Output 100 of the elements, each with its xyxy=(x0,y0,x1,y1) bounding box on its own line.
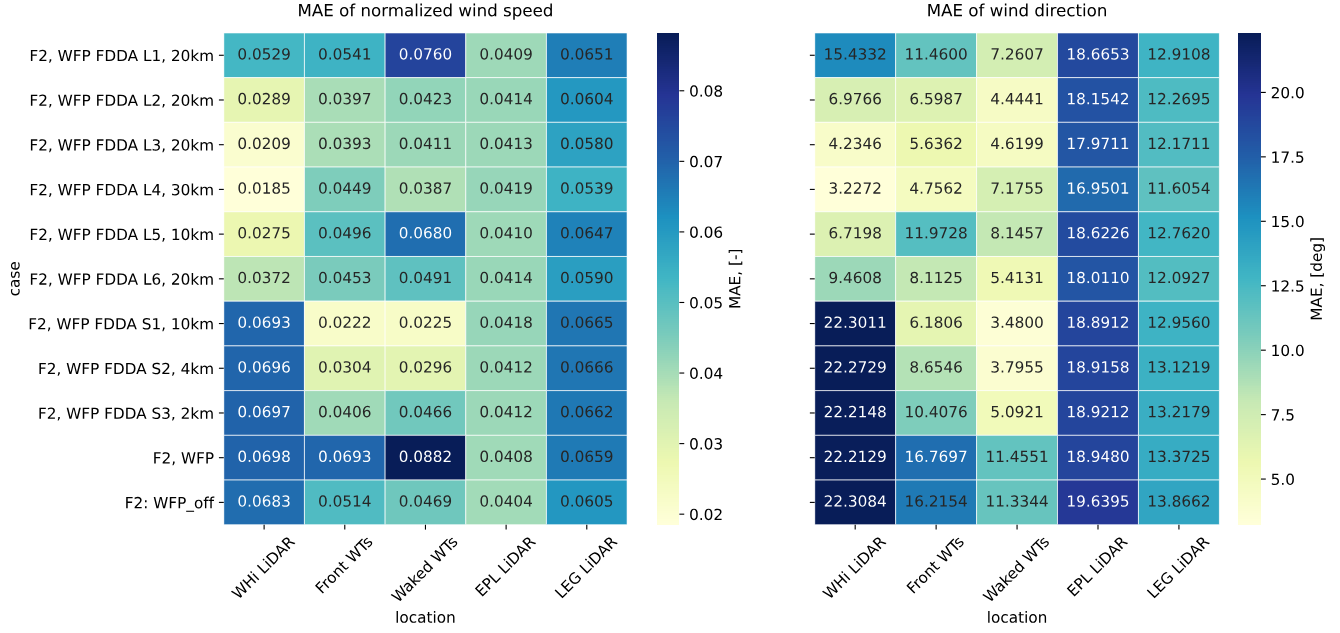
data-label: 12.1711 xyxy=(1149,137,1210,149)
data-label: 18.0110 xyxy=(1068,271,1129,284)
data-label: 9.4608 xyxy=(829,271,881,284)
data-label: 0.0397 xyxy=(319,92,371,105)
data-label: 0.0222 xyxy=(319,316,370,328)
data-label: 22.2729 xyxy=(824,361,886,373)
color-bar-label: 5.0 xyxy=(1271,473,1294,486)
color-bar-label: 20.0 xyxy=(1271,86,1304,99)
y-tick-label: F2, WFP FDDA S2, 4km xyxy=(39,362,213,376)
data-label: 0.0496 xyxy=(319,227,371,239)
data-label: 18.9212 xyxy=(1068,405,1129,418)
data-label: 0.0409 xyxy=(480,48,532,60)
data-label: 18.9480 xyxy=(1068,450,1129,463)
data-label: 6.5987 xyxy=(910,92,962,105)
data-label: 0.0410 xyxy=(480,227,532,239)
data-label: 19.6395 xyxy=(1068,495,1129,507)
data-label: 12.7620 xyxy=(1149,227,1210,239)
y-tick-label: F2, WFP FDDA S1, 10km xyxy=(29,317,213,332)
data-label: 11.3344 xyxy=(987,495,1048,507)
data-label: 8.1457 xyxy=(991,227,1043,239)
data-label: 0.0760 xyxy=(399,48,452,60)
data-label: 3.4800 xyxy=(991,316,1043,328)
data-label: 18.9158 xyxy=(1068,361,1129,373)
data-label: 0.0406 xyxy=(319,405,371,418)
data-label: 0.0680 xyxy=(399,227,452,239)
data-label: 12.0927 xyxy=(1149,271,1210,284)
chart-title: MAE of wind direction xyxy=(928,3,1106,17)
data-label: 18.8912 xyxy=(1068,316,1129,328)
data-label: 18.1542 xyxy=(1068,92,1129,105)
y-tick-label: F2, WFP FDDA L2, 20km xyxy=(30,94,213,108)
y-tick-label: F2, WFP FDDA L1, 20km xyxy=(30,49,213,63)
color-bar-label: 0.06 xyxy=(690,226,723,238)
data-label: 0.0665 xyxy=(561,316,613,328)
data-label: 0.0514 xyxy=(319,495,371,507)
color-bar-label: 0.05 xyxy=(690,296,722,309)
data-label: 22.2129 xyxy=(824,450,886,463)
data-label: 16.9501 xyxy=(1068,182,1129,194)
data-label: 0.0414 xyxy=(480,92,532,105)
data-label: 0.0453 xyxy=(319,271,371,284)
data-label: 4.4441 xyxy=(991,93,1043,105)
data-label: 0.0418 xyxy=(480,316,532,328)
data-label: 4.6199 xyxy=(991,137,1043,150)
data-label: 0.0289 xyxy=(238,92,290,105)
y-tick-label: F2, WFP xyxy=(154,452,214,466)
data-label: 6.7198 xyxy=(829,227,881,239)
data-label: 0.0647 xyxy=(561,227,613,239)
data-label: 11.4551 xyxy=(987,450,1048,463)
data-label: 0.0491 xyxy=(399,271,451,284)
data-label: 11.4600 xyxy=(906,48,967,60)
data-label: 0.0419 xyxy=(480,182,532,194)
y-tick-label: F2, WFP FDDA L3, 20km xyxy=(30,138,213,153)
data-label: 0.0414 xyxy=(480,271,532,284)
data-label: 7.2607 xyxy=(991,48,1043,60)
data-label: 8.1125 xyxy=(910,271,962,284)
x-axis-title: location xyxy=(396,611,455,623)
data-label: 0.0697 xyxy=(238,405,290,418)
data-label: 0.0698 xyxy=(238,450,290,463)
data-label: 6.9766 xyxy=(829,92,881,105)
data-label: 0.0696 xyxy=(238,361,290,373)
data-label: 17.9711 xyxy=(1068,137,1129,150)
data-label: 0.0304 xyxy=(319,361,371,373)
color-bar-label: 17.5 xyxy=(1272,151,1304,163)
data-label: 15.4332 xyxy=(825,48,886,60)
y-tick-label: F2: WFP_off xyxy=(126,496,215,512)
data-label: 0.0408 xyxy=(480,450,532,463)
data-label: 0.0423 xyxy=(399,92,451,105)
data-label: 5.0921 xyxy=(991,405,1043,418)
color-bar-label: 0.02 xyxy=(690,508,722,521)
data-label: 12.2695 xyxy=(1149,92,1210,105)
y-tick-label: F2, WFP FDDA L6, 20km xyxy=(30,273,213,287)
y-tick-label: F2, WFP FDDA L5, 10km xyxy=(30,228,213,242)
data-label: 12.9108 xyxy=(1149,48,1210,60)
data-label: 16.2154 xyxy=(906,495,967,507)
data-label: 0.0449 xyxy=(319,182,371,194)
data-label: 6.1806 xyxy=(910,316,962,328)
data-label: 11.6054 xyxy=(1149,182,1210,194)
data-label: 0.0225 xyxy=(399,316,451,328)
data-label: 0.0529 xyxy=(238,48,290,60)
data-label: 12.9560 xyxy=(1149,316,1210,328)
data-label: 0.0666 xyxy=(561,361,613,373)
data-label: 4.7562 xyxy=(910,182,962,194)
data-label: 0.0604 xyxy=(561,92,613,105)
data-label: 5.4131 xyxy=(991,271,1043,284)
color-bar-label: 7.5 xyxy=(1271,409,1294,421)
data-label: 22.2148 xyxy=(824,405,886,418)
data-label: 0.0393 xyxy=(319,137,371,150)
data-label: 0.0469 xyxy=(399,495,452,507)
data-label: 0.0541 xyxy=(319,48,371,60)
data-label: 0.0590 xyxy=(561,271,613,284)
color-bar-label: 0.03 xyxy=(690,438,722,450)
data-label: 0.0412 xyxy=(480,361,532,373)
y-axis-title: case xyxy=(10,262,20,296)
data-label: 0.0275 xyxy=(238,227,290,239)
color-bar-label: 0.04 xyxy=(690,367,723,380)
data-label: 0.0651 xyxy=(561,48,613,60)
data-label: 11.9728 xyxy=(906,227,967,239)
data-label: 13.3725 xyxy=(1149,450,1210,463)
y-tick-label: F2, WFP FDDA S3, 2km xyxy=(39,407,213,421)
data-label: 0.0411 xyxy=(399,137,451,150)
data-label: 8.6546 xyxy=(910,361,962,373)
